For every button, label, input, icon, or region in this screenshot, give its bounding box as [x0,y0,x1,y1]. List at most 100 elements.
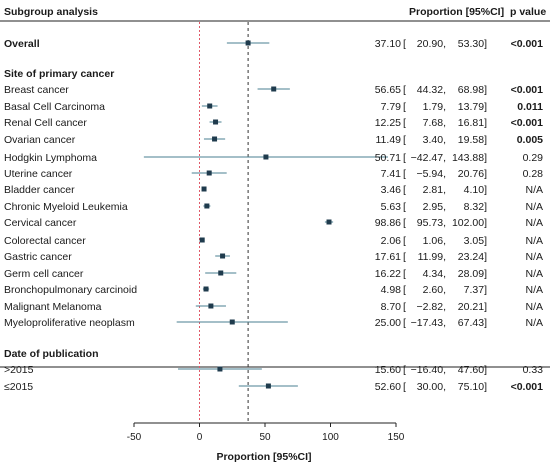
point-estimate [206,170,212,176]
column-header-subgroup: Subgroup analysis [4,6,98,18]
ci-lower-value: 95.73, [417,217,446,229]
ci-upper-value: 47.60] [458,364,487,376]
estimate-value: 16.22 [375,268,401,280]
p-value: N/A [525,184,543,196]
bracket-open: [ [403,134,406,146]
bracket-open: [ [403,201,406,213]
estimate-value: 17.61 [375,251,401,263]
row-label: Ovarian cancer [4,134,76,146]
estimate-value: 5.63 [381,201,402,213]
ci-lower-value: 4.34, [423,268,446,280]
x-tick-label: -50 [127,432,142,443]
point-estimate [326,219,332,225]
x-axis: -50 0 50 100 150 [127,422,405,443]
point-estimate [201,186,207,192]
bracket-open: [ [403,268,406,280]
estimate-value: 8.70 [381,301,402,313]
point-estimate [220,253,226,259]
p-value: <0.001 [511,117,544,129]
point-estimate [245,40,251,46]
bracket-open: [ [403,251,406,263]
bracket-open: [ [403,301,406,313]
ci-upper-value: 13.79] [458,101,487,113]
row-label: Myeloproliferative neoplasm [4,317,135,329]
bracket-open: [ [403,168,406,180]
estimate-value: 12.25 [375,117,401,129]
bracket-open: [ [403,381,406,393]
ci-upper-value: 16.81] [458,117,487,129]
ci-lower-value: −16.40, [411,364,446,376]
ci-lower-value: 1.79, [423,101,446,113]
p-value: N/A [525,201,543,213]
overall-label: Overall [4,38,40,50]
row-label: Malignant Melanoma [4,301,102,313]
p-value: <0.001 [511,381,544,393]
ci-lower-value: 3.40, [423,134,446,146]
ci-lower-value: 2.81, [423,184,446,196]
ci-lower-value: −42.47, [411,152,446,164]
row-label: Breast cancer [4,84,69,96]
estimate-value: 7.79 [381,101,402,113]
point-estimate [204,203,210,209]
estimate-value: 50.71 [375,152,401,164]
ci-upper-value: 20.21] [458,301,487,313]
point-estimate [229,319,235,325]
row-label: Basal Cell Carcinoma [4,101,105,113]
column-header-proportion: Proportion [95%CI] [409,6,504,18]
estimate-value: 15.60 [375,364,401,376]
ci-upper-value: 3.05] [464,235,487,247]
estimate-value: 52.60 [375,381,401,393]
p-value: N/A [525,317,543,329]
p-value: N/A [525,235,543,247]
ci-upper-value: 4.10] [464,184,487,196]
p-value: <0.001 [511,84,544,96]
ci-upper-value: 8.32] [464,201,487,213]
row-label: Hodgkin Lymphoma [4,152,97,164]
ci-upper-value: 7.37] [464,284,487,296]
estimate-value: 2.06 [381,235,402,247]
ci-upper-value: 19.58] [458,134,487,146]
ci-lower-value: 44.32, [417,84,446,96]
p-value: N/A [525,301,543,313]
bracket-open: [ [403,101,406,113]
ci-lower-value: 11.99, [418,251,446,263]
ci-upper-value: 23.24] [458,251,487,263]
ci-lower-value: −5.94, [417,168,447,180]
estimate-value: 11.49 [376,134,402,146]
bracket-open: [ [403,117,406,129]
ci-lower-value: 30.00, [417,381,446,393]
ci-lower-value: 20.90, [417,38,446,50]
p-value: N/A [525,251,543,263]
x-tick-label: 0 [197,432,203,443]
row-label: Renal Cell cancer [4,117,87,129]
estimate-value: 7.41 [381,168,402,180]
row-label: Bladder cancer [4,184,75,196]
point-estimate [212,136,218,142]
ci-upper-value: 28.09] [458,268,487,280]
point-estimate [199,237,205,243]
point-estimate [203,286,209,292]
row-label: Colorectal cancer [4,235,86,247]
point-estimate [218,270,224,276]
bracket-open: [ [403,38,406,50]
point-estimate [207,103,213,109]
p-value: N/A [525,268,543,280]
row-label: Cervical cancer [4,217,77,229]
estimate-value: 37.10 [375,38,401,50]
ci-lower-value: −2.82, [417,301,447,313]
bracket-open: [ [403,152,406,164]
ci-lower-value: 2.95, [423,201,446,213]
p-value: N/A [525,284,543,296]
p-value: <0.001 [511,38,544,50]
ci-upper-value: 102.00] [452,217,487,229]
row-label: ≤2015 [4,381,33,393]
ci-upper-value: 75.10] [458,381,487,393]
x-tick-label: 50 [259,432,271,443]
estimate-value: 4.98 [381,284,402,296]
ci-lower-value: −17.43, [411,317,446,329]
ci-lower-value: 2.60, [423,284,446,296]
estimate-value: 25.00 [375,317,401,329]
point-estimate [265,383,271,389]
point-estimate [208,303,214,309]
